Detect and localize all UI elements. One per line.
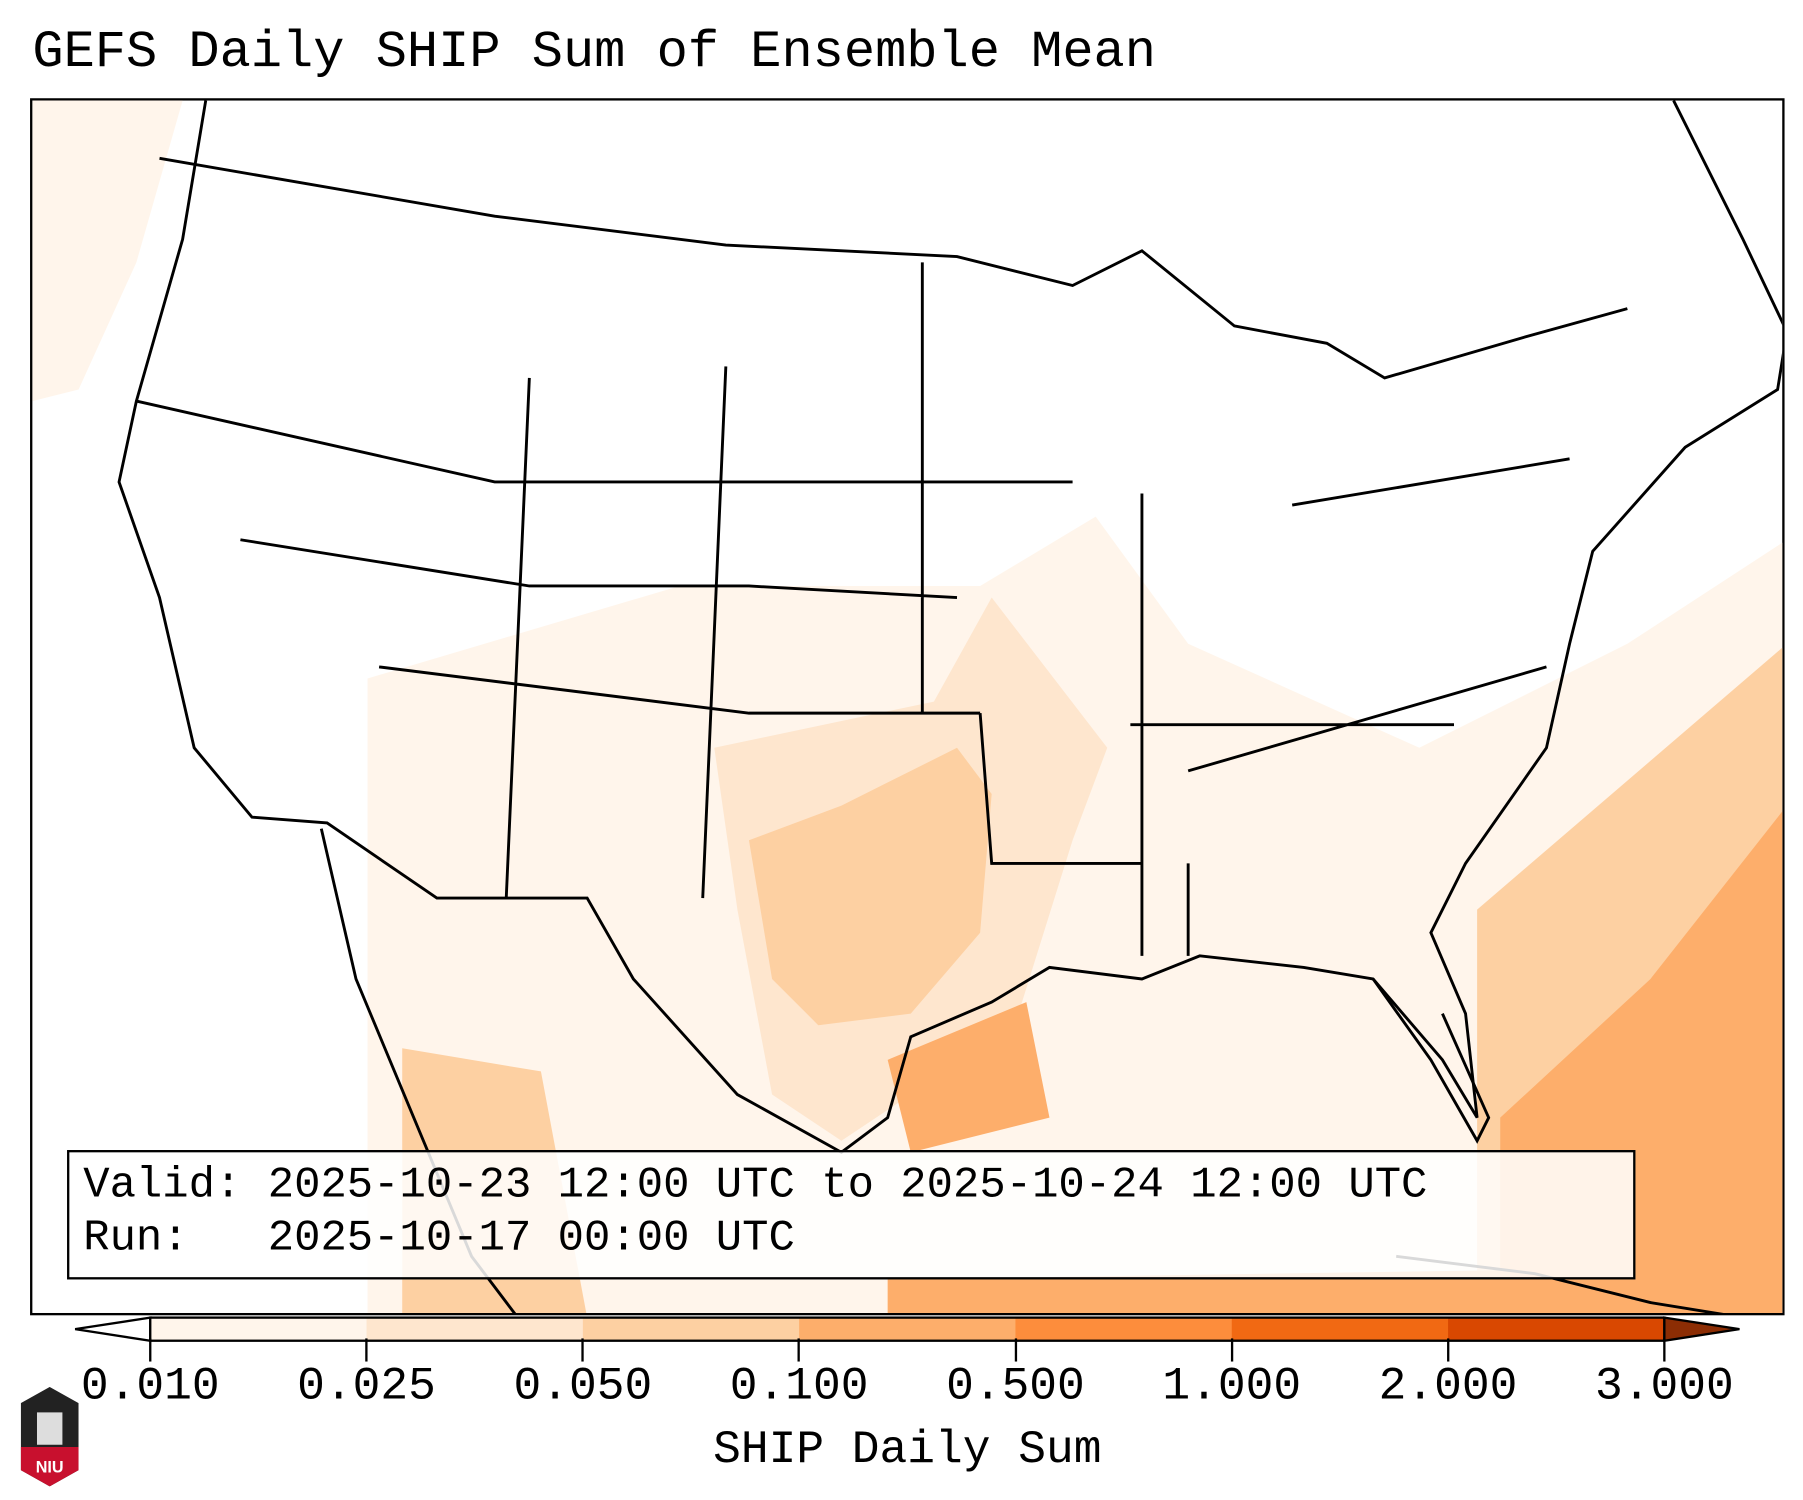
colorbar-bin [799,1317,1017,1341]
colorbar-bin [1231,1317,1449,1341]
colorbar-tick [365,1338,368,1362]
ship-shading [32,100,1783,1313]
boundaries [117,100,1783,1313]
colorbar-tick [581,1338,585,1362]
colorbar-bin [1015,1317,1233,1341]
colorbar-bin [1448,1317,1665,1341]
colorbar [74,1316,1740,1343]
colorbar-tick-label: 3.000 [1594,1361,1734,1414]
colorbar-tick-label: 1.000 [1162,1361,1302,1414]
shade-south-light [367,516,1783,1313]
colorbar-label: SHIP Daily Sum [713,1425,1102,1478]
colorbar-under-triangle [74,1316,152,1343]
colorbar-bin [150,1317,368,1341]
logo-text: NIU [36,1458,64,1476]
colorbar-tick [1014,1338,1017,1362]
shade-pacific [32,100,183,402]
us-outline [117,100,1783,1155]
colorbar-tick-label: 0.010 [80,1361,220,1414]
colorbar-tick [1230,1338,1233,1362]
colorbar-tick [1446,1338,1450,1362]
info-box: Valid: 2025-10-23 12:00 UTC to 2025-10-2… [67,1150,1636,1280]
colorbar-tick-label: 0.025 [297,1361,436,1414]
run-value: 2025-10-17 00:00 UTC [267,1213,795,1264]
florida [1371,978,1491,1144]
colorbar-over-triangle [1663,1316,1740,1343]
shade-gulf [887,1002,1050,1153]
colorbar-tick-label: 2.000 [1378,1361,1518,1414]
shade-texas [748,747,992,1026]
run-label: Run: [83,1213,189,1264]
colorbar-outline [149,1316,1666,1342]
colorbar-tick [1663,1338,1666,1362]
chart-title: GEFS Daily SHIP Sum of Ensemble Mean [32,23,1156,83]
state-lines [136,262,1570,956]
map-panel [30,98,1785,1316]
canada-border [159,156,1628,380]
niu-logo: NIU [20,1386,79,1487]
valid-label: Valid: [83,1160,242,1211]
valid-value: 2025-10-23 12:00 UTC to 2025-10-24 12:00… [267,1160,1428,1211]
colorbar-bin [366,1317,584,1341]
colorbar-tick [149,1338,152,1362]
colorbar-tick-label: 0.500 [946,1361,1085,1414]
colorbar-bin [582,1317,800,1341]
colorbar-tick-label: 0.100 [729,1361,869,1414]
colorbar-tick-label: 0.050 [513,1361,653,1414]
map-canvas [32,100,1783,1313]
colorbar-tick [797,1338,801,1362]
